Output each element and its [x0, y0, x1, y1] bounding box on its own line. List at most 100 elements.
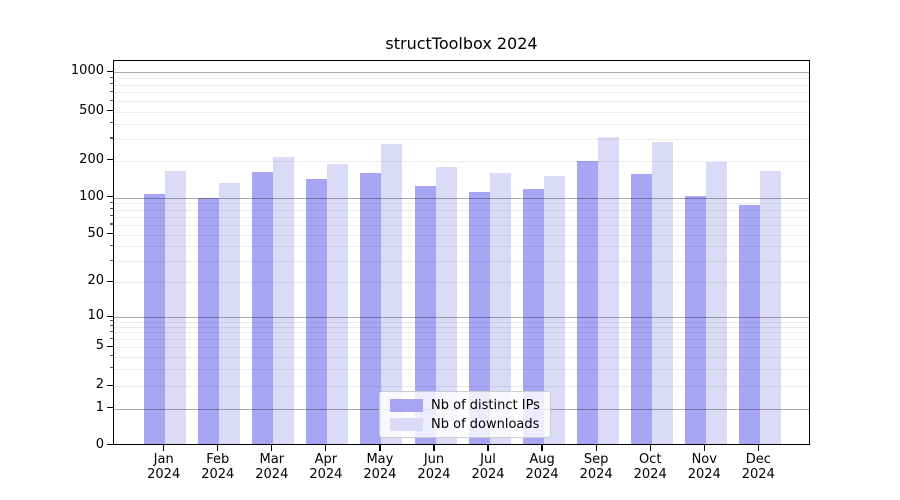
gridline-800	[114, 84, 809, 86]
bar-downloads-may	[381, 144, 403, 444]
gridline-500	[114, 111, 809, 113]
gridline-700	[114, 92, 809, 94]
y-tick-label-100: 100	[79, 188, 104, 204]
y-minor-tick-9	[110, 320, 113, 322]
y-minor-tick-8	[110, 325, 113, 327]
x-tick-mar	[271, 445, 273, 451]
y-tick-1	[107, 407, 113, 409]
bar-distinct-ips-dec	[738, 205, 760, 444]
x-tick-jan	[163, 445, 165, 451]
y-minor-tick-60	[110, 223, 113, 225]
legend-label-distinct-ips: Nb of distinct IPs	[431, 398, 540, 413]
bar-downloads-nov	[705, 161, 727, 444]
x-tick-label-may: May 2024	[363, 452, 397, 482]
y-tick-label-1000: 1000	[70, 63, 104, 78]
y-tick-100	[107, 196, 113, 198]
legend-item-distinct-ips: Nb of distinct IPs	[380, 398, 550, 413]
x-tick-label-nov: Nov 2024	[687, 452, 721, 482]
x-tick-nov	[703, 445, 705, 451]
y-minor-tick-40	[110, 244, 113, 246]
y-minor-tick-600	[110, 99, 113, 101]
y-tick-label-0: 0	[95, 436, 104, 452]
legend-label-downloads: Nb of downloads	[431, 417, 540, 432]
x-tick-label-jan: Jan 2024	[147, 452, 181, 482]
x-tick-oct	[649, 445, 651, 451]
y-minor-tick-800	[110, 83, 113, 85]
gridline-400	[114, 123, 809, 125]
y-tick-20	[107, 280, 113, 282]
y-tick-0	[107, 444, 113, 446]
bar-distinct-ips-oct	[630, 174, 652, 444]
plot-area: Nb of distinct IPs Nb of downloads	[113, 60, 810, 445]
bar-distinct-ips-jan	[144, 194, 166, 444]
x-tick-jul	[487, 445, 489, 451]
y-minor-tick-80	[110, 207, 113, 210]
x-tick-sep	[595, 445, 597, 451]
y-tick-500	[107, 110, 113, 112]
y-minor-tick-70	[110, 215, 113, 217]
y-tick-label-10: 10	[87, 308, 104, 323]
bar-distinct-ips-may	[360, 173, 382, 444]
bar-distinct-ips-sep	[576, 160, 598, 444]
y-tick-10	[107, 315, 113, 317]
bar-downloads-apr	[327, 164, 349, 444]
y-tick-label-20: 20	[87, 273, 104, 288]
y-minor-tick-4	[110, 354, 113, 357]
x-tick-label-jul: Jul 2024	[471, 452, 505, 482]
x-tick-dec	[757, 445, 759, 451]
bar-distinct-ips-mar	[252, 171, 274, 444]
x-tick-label-mar: Mar 2024	[255, 452, 289, 482]
chart-title: structToolbox 2024	[385, 34, 538, 53]
x-tick-may	[379, 445, 381, 451]
x-tick-aug	[541, 445, 543, 451]
y-tick-1000	[107, 70, 113, 72]
y-tick-50	[107, 233, 113, 235]
gridline-300	[114, 139, 809, 140]
x-tick-apr	[325, 445, 327, 451]
legend-swatch-distinct-ips	[390, 399, 423, 412]
y-minor-tick-400	[110, 122, 113, 124]
bar-distinct-ips-nov	[684, 196, 706, 444]
y-tick-label-1: 1	[95, 399, 104, 415]
legend-swatch-downloads	[390, 418, 423, 431]
x-tick-feb	[217, 445, 219, 451]
gridline-1000	[114, 72, 809, 73]
x-tick-label-feb: Feb 2024	[201, 452, 235, 482]
x-tick-label-jun: Jun 2024	[417, 452, 451, 482]
x-tick-label-aug: Aug 2024	[525, 452, 559, 482]
bar-downloads-sep	[597, 136, 619, 444]
gridline-600	[114, 101, 809, 103]
y-minor-tick-700	[110, 90, 113, 93]
bar-downloads-dec	[759, 171, 781, 444]
bar-downloads-oct	[651, 142, 673, 444]
y-minor-tick-7	[110, 330, 113, 333]
y-tick-label-500: 500	[79, 102, 104, 118]
x-tick-label-sep: Sep 2024	[579, 452, 613, 482]
y-tick-label-5: 5	[95, 338, 104, 353]
gridline-200	[114, 160, 809, 162]
y-minor-tick-6	[110, 337, 113, 339]
bar-distinct-ips-apr	[306, 178, 328, 444]
y-minor-tick-90	[110, 201, 113, 203]
legend-item-downloads: Nb of downloads	[380, 417, 550, 432]
y-tick-label-50: 50	[87, 225, 104, 241]
x-tick-label-dec: Dec 2024	[741, 452, 775, 482]
y-tick-2	[107, 384, 113, 386]
y-tick-label-2: 2	[95, 377, 104, 392]
bar-distinct-ips-jun	[414, 186, 436, 444]
bar-downloads-jul	[489, 172, 511, 444]
bar-downloads-jan	[165, 171, 187, 444]
bar-distinct-ips-jul	[468, 191, 490, 444]
y-minor-tick-3	[110, 367, 113, 369]
x-tick-jun	[433, 445, 435, 451]
y-minor-tick-300	[110, 137, 113, 139]
gridline-900	[114, 78, 809, 79]
legend: Nb of distinct IPs Nb of downloads	[379, 391, 551, 438]
y-tick-5	[107, 345, 113, 347]
bar-downloads-feb	[219, 183, 241, 444]
bar-downloads-aug	[543, 175, 565, 444]
bar-distinct-ips-feb	[198, 198, 220, 444]
x-tick-label-oct: Oct 2024	[633, 452, 667, 482]
y-minor-tick-900	[110, 76, 113, 78]
